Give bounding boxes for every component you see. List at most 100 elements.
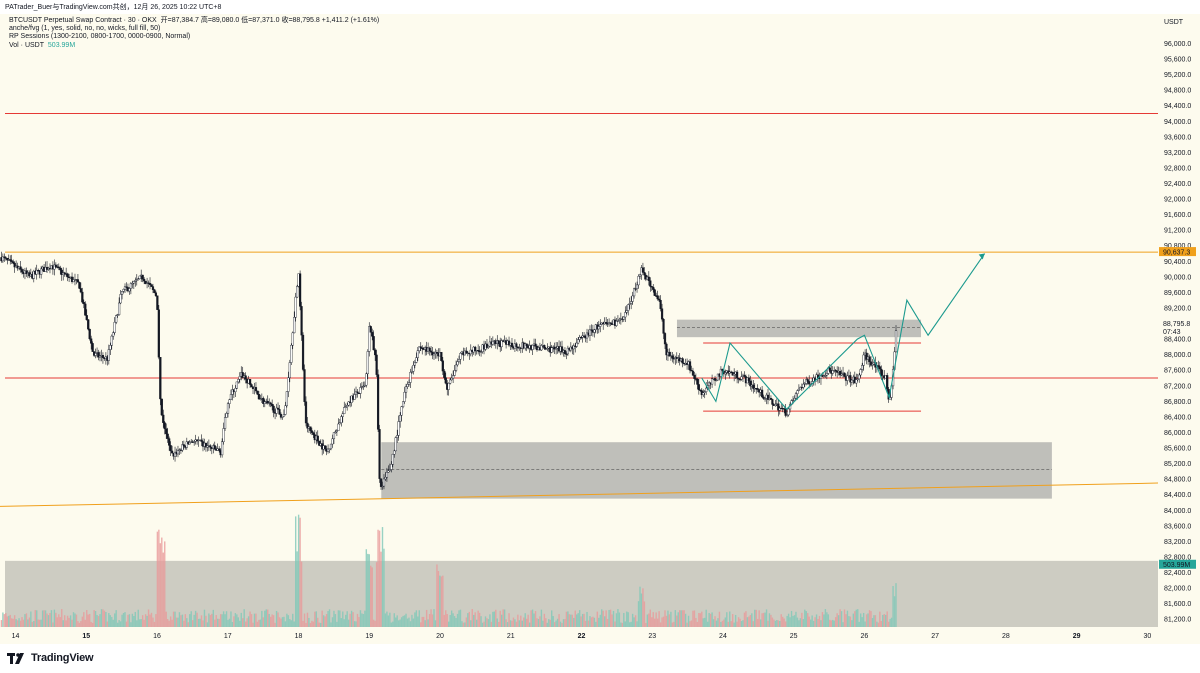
volume-bar — [315, 611, 317, 627]
volume-bar — [47, 615, 50, 627]
candle-body — [397, 421, 400, 436]
candle-body — [209, 445, 212, 448]
volume-bar — [590, 617, 593, 627]
indicator-fvg[interactable]: anche/fvg (1, yes, solid, no, no, wicks,… — [9, 25, 161, 33]
volume-bar — [601, 609, 603, 627]
volume-bar — [605, 610, 607, 627]
candle-body — [162, 414, 165, 423]
candle-body — [525, 343, 528, 347]
volume-bar — [612, 610, 615, 627]
candle-body — [715, 379, 718, 382]
volume-bar — [6, 616, 9, 627]
candle-body — [25, 270, 28, 274]
volume-bar — [658, 611, 660, 627]
price-levels — [0, 112, 1159, 507]
volume-bar — [186, 618, 188, 627]
volume-bar — [402, 615, 404, 627]
candle-body — [223, 417, 227, 429]
candle-body — [400, 406, 403, 416]
volume-bar — [122, 612, 125, 627]
volume-bar — [427, 619, 429, 627]
candle-body — [850, 379, 853, 383]
candle-body — [418, 346, 421, 351]
volume-bar — [540, 609, 543, 627]
volume-bar — [689, 621, 691, 627]
chart-area[interactable]: USDT 81,200.0 81,600.0 82,000.0 82,400.0 82,8… — [0, 14, 1200, 644]
volume-bar — [69, 615, 72, 627]
volume-bar — [281, 617, 284, 627]
volume-bar — [218, 618, 220, 627]
candle-body — [269, 402, 272, 405]
volume-bar — [259, 619, 262, 627]
candle-body — [643, 272, 646, 276]
candle-body — [109, 345, 112, 350]
volume-bar — [36, 610, 38, 627]
y-tick-label: 89,600.0 — [1164, 290, 1191, 297]
volume-bar — [740, 621, 743, 627]
candle-body — [410, 371, 414, 373]
volume-bar — [242, 618, 244, 627]
legend-symbol-row[interactable]: BTCUSDT Perpetual Swap Contract · 30 · O… — [9, 17, 379, 25]
candle-body — [334, 431, 337, 433]
candle-body — [660, 308, 664, 320]
candle-body — [310, 430, 313, 433]
x-tick-label: 21 — [507, 633, 515, 640]
candle-body — [53, 264, 56, 270]
candle-body — [1, 256, 4, 262]
y-tick-label: 94,800.0 — [1164, 88, 1191, 95]
volume-bar — [187, 622, 189, 627]
volume-bar — [542, 620, 544, 627]
candle-body — [663, 333, 667, 345]
volume-bar — [202, 620, 204, 627]
volume-bar — [240, 612, 242, 627]
volume-bar — [239, 620, 241, 627]
candle-body — [374, 349, 377, 356]
volume-bar — [581, 613, 584, 627]
volume-bar — [337, 610, 340, 627]
volume-bar — [683, 610, 685, 627]
indicator-sessions[interactable]: RP Sessions (1300-2100, 0800-1700, 0000-… — [9, 33, 191, 41]
volume-bar — [87, 614, 89, 627]
candle-body — [115, 315, 118, 323]
volume-bar — [108, 613, 110, 627]
tradingview-logo[interactable]: TradingView — [7, 652, 94, 664]
volume-bar — [380, 551, 382, 627]
volume-bar — [770, 614, 772, 627]
volume-bar — [711, 612, 713, 627]
current-price-badge-bg — [1159, 318, 1196, 328]
volume-bar — [517, 614, 519, 627]
y-tick-label: 90,400.0 — [1164, 259, 1191, 266]
volume-bar — [867, 613, 869, 627]
volume-bar — [278, 617, 281, 627]
volume-bar — [796, 617, 799, 627]
candle-body — [141, 274, 144, 280]
volume-bar — [271, 614, 273, 627]
volume-bar — [481, 622, 484, 627]
candle-body — [459, 353, 462, 360]
volume-bar — [13, 615, 16, 627]
volume-bar — [386, 611, 388, 627]
volume-bar — [143, 619, 145, 627]
volume-bar — [342, 611, 344, 627]
volume-bar — [807, 613, 809, 627]
candle-body — [98, 355, 102, 358]
y-tick-label: 82,800.0 — [1164, 554, 1191, 561]
volume-bar — [817, 618, 819, 627]
candle-body — [699, 389, 702, 391]
volume-bar — [262, 617, 265, 627]
volume-bar — [102, 609, 104, 627]
price-chart[interactable]: USDT 81,200.0 81,600.0 82,000.0 82,400.0 82,8… — [0, 14, 1200, 644]
volume-bar — [275, 610, 278, 627]
candle-body — [862, 354, 865, 366]
y-tick-label: 85,600.0 — [1164, 446, 1191, 453]
price-zones — [381, 319, 1052, 499]
volume-bar — [309, 622, 312, 627]
volume-bar — [296, 551, 298, 627]
candle-body — [566, 347, 569, 355]
volume-bar — [434, 620, 437, 627]
volume-bar — [256, 621, 259, 627]
indicator-volume[interactable]: Vol · USDT 503.99M — [9, 42, 379, 50]
countdown-badge: 07:43 — [1163, 329, 1181, 336]
candle-body — [877, 365, 880, 367]
candle-body — [681, 358, 684, 364]
